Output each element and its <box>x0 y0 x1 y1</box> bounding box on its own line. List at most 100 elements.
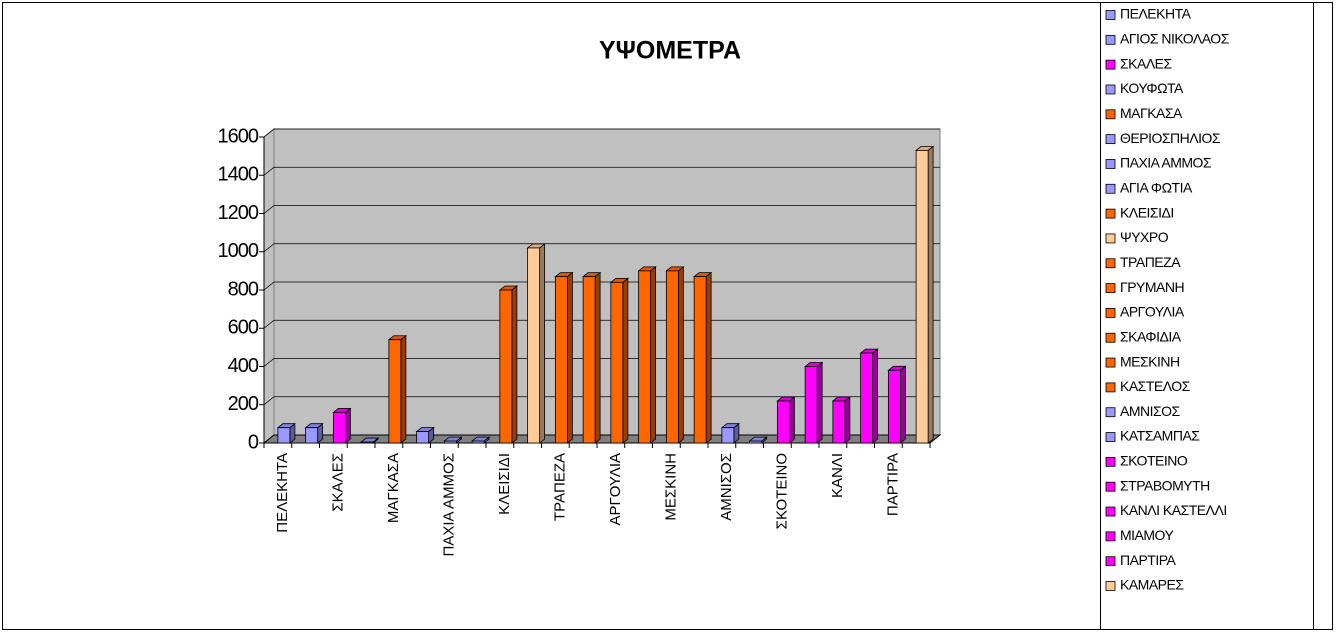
grid-line <box>263 358 940 367</box>
bar <box>443 440 457 444</box>
bar-side <box>844 396 851 444</box>
legend-label: ΜΕΣΚΙΝΗ <box>1120 353 1180 369</box>
bar <box>887 369 901 444</box>
legend-swatch <box>1105 283 1116 293</box>
bar <box>499 289 513 444</box>
y-tick-label: 800 <box>228 278 259 300</box>
bar <box>610 281 624 444</box>
legend-swatch <box>1105 382 1116 393</box>
bar <box>665 270 679 444</box>
bar <box>332 411 346 444</box>
bar <box>554 276 568 444</box>
legend-swatch <box>1105 109 1116 120</box>
bar <box>277 427 291 444</box>
bar-side <box>594 271 601 444</box>
legend-swatch <box>1105 481 1116 492</box>
y-tick-label: 600 <box>228 317 259 339</box>
x-tick-label: ΠΕΛΕΚΗΤΑ <box>274 453 291 533</box>
bar-side <box>816 361 823 444</box>
bar-side <box>788 396 795 444</box>
bar <box>388 339 402 444</box>
bar <box>305 427 319 444</box>
y-tick-label: 1200 <box>218 202 259 224</box>
legend-label: ΚΛΕΙΣΙΔΙ <box>1120 204 1174 220</box>
legend-swatch <box>1105 531 1116 542</box>
x-tick-label: ΑΡΓΟΥΛΙΑ <box>607 453 624 526</box>
bar <box>693 276 707 444</box>
x-tick-label: ΣΚΟΤΕΙΝΟ <box>773 453 790 529</box>
bar <box>832 400 846 444</box>
bar-side <box>927 145 934 444</box>
legend-swatch <box>1105 506 1116 517</box>
legend-label: ΣΤΡΑΒΟΜΥΤΗ <box>1120 477 1210 493</box>
bar-side <box>400 334 407 444</box>
x-tick-label: ΠΑΡΤΙΡΑ <box>884 453 901 516</box>
legend-label: ΨΥΧΡΟ <box>1120 229 1169 245</box>
bar-side <box>622 277 629 444</box>
legend-swatch <box>1105 134 1116 145</box>
grid-line <box>263 319 940 329</box>
legend-swatch <box>1105 456 1116 467</box>
legend-swatch <box>1105 10 1116 20</box>
y-tick-label: 1000 <box>218 240 259 262</box>
legend-label: ΑΡΓΟΥΛΙΑ <box>1120 304 1185 320</box>
grid-line <box>263 281 940 291</box>
legend-label: ΑΓΙΑ ΦΩΤΙΑ <box>1120 179 1193 195</box>
x-tick-label: ΜΑΓΚΑΣΑ <box>385 453 402 523</box>
legend-swatch <box>1105 556 1116 567</box>
bar <box>471 440 485 444</box>
grid-line <box>263 128 940 138</box>
x-tick-label: ΑΜΝΙΣΟΣ <box>718 453 735 521</box>
bar <box>915 149 929 444</box>
legend-label: ΣΚΑΛΕΣ <box>1120 55 1173 71</box>
bar <box>860 352 874 444</box>
bar-side <box>677 266 684 444</box>
bar-side <box>511 285 518 444</box>
legend-swatch <box>1105 34 1116 45</box>
bar <box>721 427 735 444</box>
x-tick-label: ΣΚΑΛΕΣ <box>329 453 346 512</box>
legend-swatch <box>1105 208 1116 219</box>
grid-line <box>263 243 940 253</box>
legend-label: ΣΚΑΦΙΔΙΑ <box>1120 328 1182 344</box>
bar-side <box>539 243 546 444</box>
legend-swatch <box>1105 332 1116 343</box>
legend-label: ΠΕΛΕΚΗΤΑ <box>1120 6 1192 22</box>
x-tick-label: ΤΡΑΠΕΖΑ <box>551 453 568 521</box>
bar <box>527 247 541 444</box>
chart-title: ΥΨΟΜΕΤΡΑ <box>599 37 741 65</box>
legend-label: ΜΙΑΜΟΥ <box>1120 527 1174 543</box>
x-tick-label: ΚΛΕΙΣΙΔΙ <box>496 453 513 515</box>
legend-swatch <box>1105 258 1116 269</box>
bar-side <box>872 348 879 444</box>
legend-label: ΑΓΙΟΣ ΝΙΚΟΛΑΟΣ <box>1120 31 1230 47</box>
legend-swatch <box>1105 84 1116 95</box>
grid-line <box>263 434 940 444</box>
bar <box>416 431 430 444</box>
legend-label: ΘΕΡΙΟΣΠΗΛΙΟΣ <box>1120 130 1221 146</box>
legend-label: ΜΑΓΚΑΣΑ <box>1120 105 1183 121</box>
legend-swatch <box>1105 233 1116 244</box>
x-tick-label: ΜΕΣΚΙΝΗ <box>662 453 679 521</box>
bar <box>776 400 790 444</box>
legend-label: ΤΡΑΠΕΖΑ <box>1120 254 1181 270</box>
bar-side <box>566 271 573 444</box>
grid-line <box>263 205 940 214</box>
y-tick-label: 1600 <box>218 125 259 147</box>
legend-label: ΚΑΣΤΕΛΟΣ <box>1120 378 1191 394</box>
legend-swatch <box>1105 432 1116 442</box>
bar-side <box>899 365 906 444</box>
legend-swatch <box>1105 581 1116 591</box>
bar <box>749 440 763 444</box>
legend-swatch <box>1105 308 1116 318</box>
legend-swatch <box>1105 159 1116 169</box>
bar <box>804 366 818 444</box>
x-tick-label: ΠΑΧΙΑ ΑΜΜΟΣ <box>440 453 457 556</box>
x-tick-label: ΚΑΝΛΙ <box>829 453 846 498</box>
y-tick-label: 200 <box>228 393 259 415</box>
legend-label: ΠΑΧΙΑ ΑΜΜΟΣ <box>1120 155 1212 171</box>
bar-side <box>650 266 657 444</box>
bar-side <box>344 407 351 444</box>
legend-label: ΚΟΥΦΩΤΑ <box>1120 80 1184 96</box>
